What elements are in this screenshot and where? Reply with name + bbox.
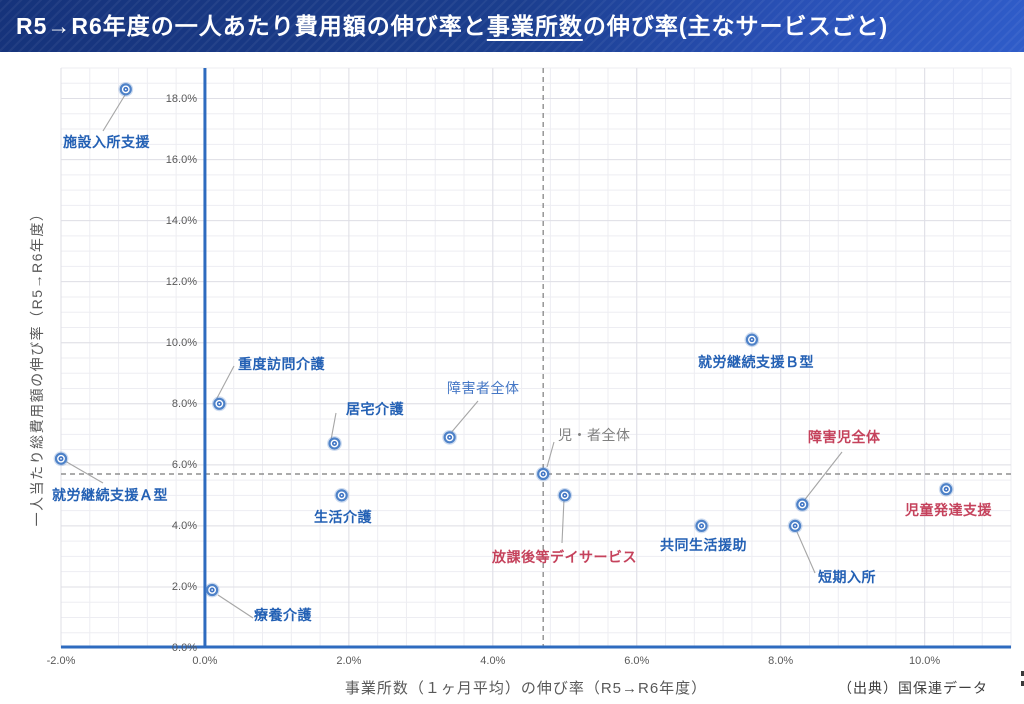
data-point-marker — [204, 582, 220, 598]
data-point-label: 生活介護 — [314, 509, 372, 525]
major-gridlines — [60, 68, 1011, 648]
x-tick-label: 0.0% — [192, 655, 218, 667]
x-tick-label: 2.0% — [336, 655, 362, 667]
source-note: （出典）国保連データ — [838, 680, 988, 696]
data-point-marker — [334, 487, 350, 503]
page-title: R5→R6年度の一人あたり費用額の伸び率と事業所数の伸び率(主なサービスごと) — [0, 0, 888, 52]
data-point-marker — [694, 518, 709, 534]
data-points — [53, 81, 954, 598]
data-point-marker — [535, 466, 551, 482]
y-tick-label: 0.0% — [171, 642, 197, 654]
label-leader-line — [546, 441, 555, 468]
data-point-label: 重度訪問介護 — [238, 356, 325, 372]
data-point-marker — [744, 332, 760, 348]
label-leader-line — [449, 400, 479, 435]
plot-area: 施設入所支援就労継続支援Ａ型 重度訪問介護居宅介護 障害者全体児・者全体生活介護療養… — [47, 67, 1012, 667]
data-point-marker — [327, 436, 342, 451]
y-axis-title: 一人当たり総費用額の伸び率（R5→R6年度） — [29, 205, 45, 527]
label-leader-line — [64, 460, 104, 484]
page-title-part1: R5→R6年度の一人あたり費用額の伸び率と — [16, 13, 487, 39]
data-point-marker — [53, 451, 69, 467]
label-leader-line — [215, 365, 235, 401]
label-leader-line — [102, 94, 126, 132]
data-point-label: 児・者全体 — [558, 427, 631, 443]
data-point-label: 就労継続支援Ｂ型 — [698, 354, 814, 370]
scatter-svg — [53, 67, 1012, 649]
data-point-label: 放課後等デイサービス — [492, 549, 637, 565]
page-title-underlined: 事業所数 — [486, 13, 583, 39]
y-tick-label: 12.0% — [165, 275, 197, 288]
data-point-label: 障害児全体 — [808, 429, 881, 445]
label-leader-line — [217, 594, 254, 619]
y-tick-label: 4.0% — [171, 519, 197, 532]
clipped-page-number-fragment — [1021, 681, 1024, 686]
x-tick-label: -2.0% — [46, 655, 76, 667]
clipped-page-number-fragment — [1021, 671, 1024, 676]
crosshair-lines — [61, 68, 1011, 648]
leader-lines — [64, 94, 843, 619]
x-axis-title: 事業所数（１ヶ月平均）の伸び率（R5→R6年度） — [344, 680, 708, 697]
y-tick-label: 14.0% — [165, 214, 197, 227]
data-point-marker — [787, 518, 803, 534]
data-point-marker — [442, 429, 458, 445]
label-leader-line — [796, 531, 816, 574]
data-point-label: 短期入所 — [818, 569, 876, 585]
label-leader-line — [330, 412, 337, 441]
page-title-part2: の伸び率(主なサービスごと) — [582, 13, 889, 39]
label-leader-line — [561, 498, 565, 544]
axes — [61, 68, 1011, 649]
data-point-label: 共同生活援助 — [660, 537, 747, 553]
y-tick-label: 10.0% — [165, 336, 197, 349]
y-tick-label: 8.0% — [171, 397, 197, 410]
data-point-label: 児童発達支援 — [905, 502, 992, 518]
y-tick-label: 6.0% — [171, 458, 197, 471]
y-tick-label: 16.0% — [165, 153, 197, 166]
data-point-label: 障害者全体 — [447, 380, 520, 396]
data-point-marker — [938, 481, 954, 497]
data-point-label: 療養介護 — [254, 607, 312, 623]
data-point-label: 施設入所支援 — [63, 134, 150, 150]
title-bar: R5→R6年度の一人あたり費用額の伸び率と事業所数の伸び率(主なサービスごと) — [0, 0, 1024, 52]
x-tick-label: 4.0% — [480, 655, 506, 667]
data-point-label: 就労継続支援Ａ型 — [52, 487, 168, 503]
data-point-marker — [557, 487, 573, 503]
data-point-marker — [118, 81, 134, 97]
data-point-marker — [794, 497, 810, 512]
data-point-label: 居宅介護 — [346, 401, 404, 417]
x-tick-label: 6.0% — [624, 655, 650, 667]
x-tick-label: 10.0% — [909, 655, 941, 667]
data-point-marker — [211, 396, 227, 412]
x-tick-label: 8.0% — [768, 655, 794, 667]
y-tick-label: 18.0% — [165, 92, 197, 105]
y-tick-label: 2.0% — [171, 580, 197, 593]
label-leader-line — [802, 451, 843, 503]
